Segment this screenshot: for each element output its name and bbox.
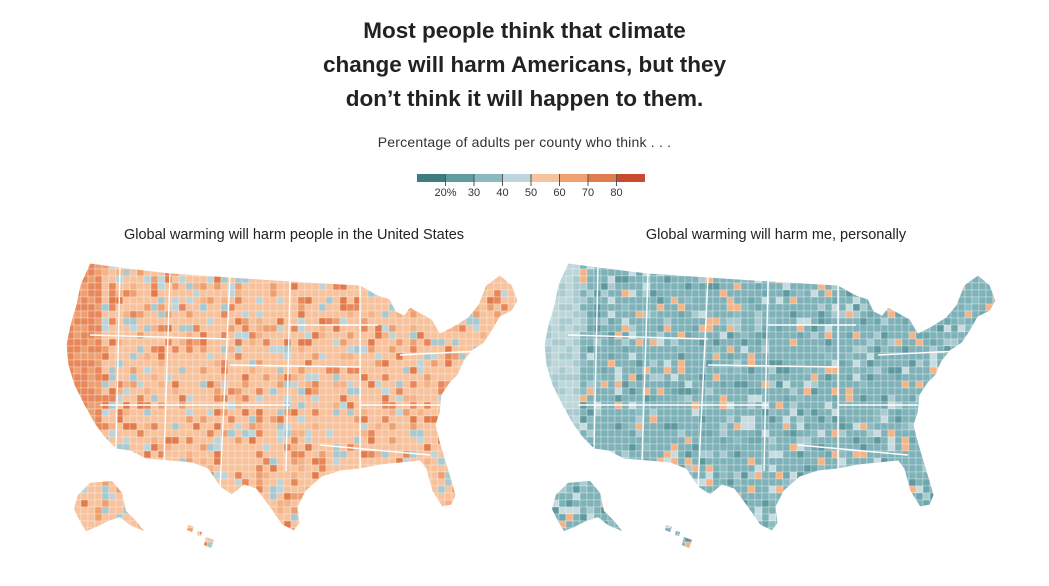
us-county-map-harm-personally (543, 262, 997, 548)
legend-tick-label: 20% (434, 187, 456, 199)
legend-tick-label: 40 (496, 187, 508, 199)
title-line-2: change will harm Americans, but they (322, 52, 727, 77)
legend-tick-label: 80 (610, 187, 622, 199)
legend-swatch (502, 174, 531, 182)
legend-tick-label: 60 (553, 187, 565, 199)
legend-tick-label: 30 (468, 187, 480, 199)
legend-swatch (417, 174, 446, 182)
map-label-personal-harm: Global warming will harm me, personally (645, 227, 907, 243)
us-outline (543, 262, 997, 532)
legend-tick-label: 70 (582, 187, 594, 199)
legend-tick-label: 50 (525, 187, 537, 199)
map-label-us-harm: Global warming will harm people in the U… (123, 227, 465, 243)
color-legend: 20% 30 40 50 60 70 80 (417, 174, 645, 199)
chart-title: Most people think that climate change wi… (0, 14, 1049, 116)
legend-swatch (616, 174, 645, 182)
title-line-3: don’t think it will happen to them. (345, 86, 704, 111)
state-borders (567, 266, 959, 488)
state-borders (89, 266, 481, 488)
chart-subtitle: Percentage of adults per county who thin… (377, 134, 672, 150)
legend-swatch (474, 174, 503, 182)
legend-swatch (531, 174, 560, 182)
legend-swatch (588, 174, 617, 182)
us-county-map-harm-people (65, 262, 519, 548)
title-line-1: Most people think that climate (363, 18, 686, 43)
us-outline (65, 262, 519, 532)
legend-swatch (445, 174, 474, 182)
legend-swatch (559, 174, 588, 182)
